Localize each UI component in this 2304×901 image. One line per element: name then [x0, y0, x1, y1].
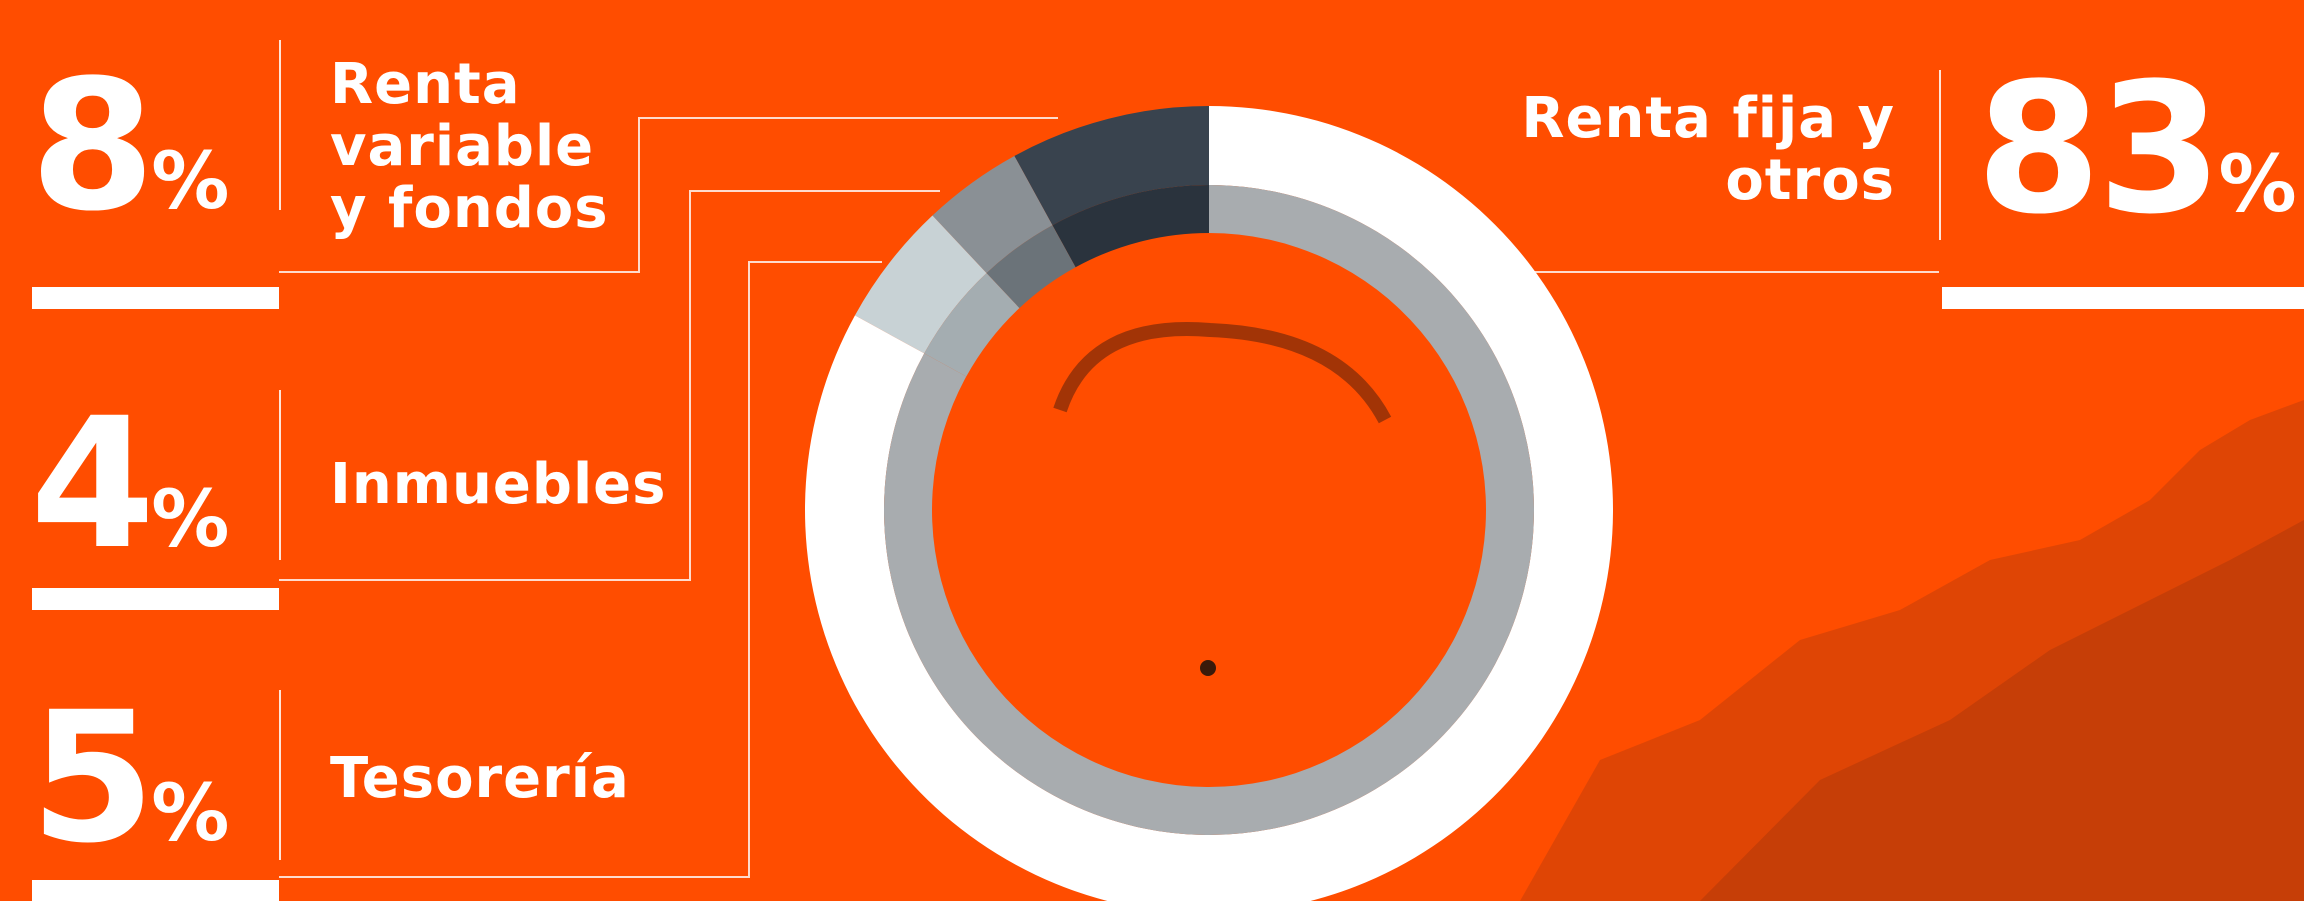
donut-segment	[932, 155, 1053, 274]
donut-inner-segment	[1052, 185, 1209, 268]
paraglider-pilot	[1200, 660, 1216, 676]
value-label: 5%	[30, 674, 230, 883]
leader-line	[279, 190, 940, 581]
leader-line	[279, 261, 882, 878]
underline-bar	[32, 287, 279, 309]
category-label: Tesorería	[330, 746, 630, 811]
category-label: Renta fija y otros	[1521, 86, 1895, 213]
donut-inner-segment	[924, 273, 1020, 377]
underline-bar	[1942, 287, 2304, 309]
donut-segment	[854, 215, 987, 354]
leader-lines	[279, 117, 1939, 878]
underline-bar	[32, 880, 279, 901]
value-label: 4%	[30, 380, 230, 589]
underline-bar	[32, 588, 279, 610]
separator	[279, 40, 281, 210]
paraglider-wing	[1053, 322, 1392, 424]
value-label: 8%	[30, 42, 230, 251]
category-label: Renta variable y fondos	[330, 52, 609, 241]
category-label: Inmuebles	[330, 452, 667, 517]
leader-line	[279, 117, 1058, 273]
separator	[279, 390, 281, 560]
donut-inner-segment	[986, 225, 1076, 309]
separator	[279, 690, 281, 860]
separator	[1939, 70, 1941, 240]
mountain	[1520, 400, 2304, 901]
mountain	[1700, 520, 2304, 901]
donut-segment	[1014, 106, 1209, 226]
value-label: 83%	[1976, 45, 2297, 254]
